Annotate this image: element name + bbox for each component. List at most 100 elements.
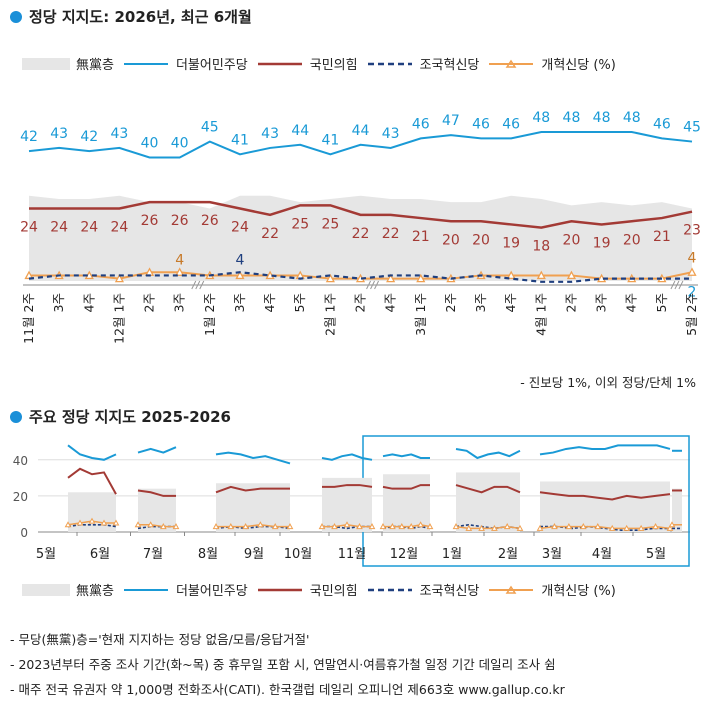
dem-data-label: 40 xyxy=(141,136,159,152)
reform-marker xyxy=(76,519,84,526)
ppp-series-segment xyxy=(382,484,430,490)
axis-break-mark xyxy=(191,280,197,290)
legend2-none-label: 無黨층 xyxy=(76,584,114,599)
dem-data-label: 46 xyxy=(653,116,671,132)
chart2-title-text: 주요 정당 지지도 2025-2026 xyxy=(29,408,231,426)
ppp-series-segment xyxy=(455,484,521,494)
x-month-label: 4월 xyxy=(592,547,612,562)
ppp-data-label: 20 xyxy=(472,232,490,248)
note-line-1: - 무당(無黨)층='현재 지지하는 정당 없음/모름/응답거절' xyxy=(10,632,310,647)
chart1-title-text: 정당 지지도: 2026년, 최근 6개월 xyxy=(29,8,252,26)
x-tick-label: 2주 xyxy=(563,293,578,312)
legend2-line-swatch-reform xyxy=(487,584,535,596)
x-tick-label: 5주 xyxy=(292,293,307,312)
ppp-data-label: 26 xyxy=(141,213,159,229)
reform-marker xyxy=(506,270,516,280)
chart1-legend: 無黨층 더불어민주당 국민의힘 조국혁신당 개혁신당 (%) xyxy=(22,54,712,73)
y-tick-label: 40 xyxy=(13,454,28,468)
reform-marker xyxy=(114,273,124,283)
ppp-series-segment xyxy=(322,484,373,488)
dem-data-label: 40 xyxy=(171,136,189,152)
ppp-data-label: 22 xyxy=(382,226,400,242)
ppp-data-label: 25 xyxy=(321,216,339,232)
ppp-data-label: 25 xyxy=(291,216,309,232)
reform-marker xyxy=(652,523,659,530)
axis-break-mark xyxy=(199,280,205,290)
x-tick-label: 4주 xyxy=(383,293,398,312)
legend-none-label: 無黨층 xyxy=(76,58,114,73)
dem-data-label: 45 xyxy=(201,120,219,136)
legend-fill-swatch xyxy=(22,57,70,70)
reform-marker xyxy=(668,521,676,528)
legend2-dem: 더불어민주당 xyxy=(122,580,248,599)
reform-marker xyxy=(227,523,235,530)
legend2-fill-swatch xyxy=(22,583,70,596)
x-tick-label: 2주 xyxy=(443,293,458,312)
reform-marker xyxy=(407,523,415,530)
reform-marker xyxy=(88,517,96,524)
x-tick-label: 11월 2주 xyxy=(21,293,36,344)
none-party-area xyxy=(29,195,692,281)
dem-series-segment xyxy=(67,444,117,461)
reform-marker xyxy=(257,521,264,528)
x-tick-label: 3월 1주 xyxy=(413,293,428,336)
none-party-band xyxy=(672,488,682,532)
x-month-label: 5월 xyxy=(646,547,666,562)
dem-data-label: 41 xyxy=(321,132,339,148)
reform-marker xyxy=(491,524,498,531)
legend2-rebuild: 조국혁신당 xyxy=(366,580,479,599)
ppp-data-label: 21 xyxy=(412,229,430,245)
dem-series-segment xyxy=(321,453,373,461)
legend2-dem-label: 더불어민주당 xyxy=(175,584,248,599)
dem-series-line xyxy=(28,131,693,159)
reform-last-label: 4 xyxy=(688,250,697,266)
x-tick-label: 5월 2주 xyxy=(684,293,699,336)
bullet-dot-icon xyxy=(10,410,22,423)
chart2-plot: 0 20 40 5월 6월 7월 8월 9월 10월 11월 12월 1월 2월 3월 4월 5월 xyxy=(13,435,690,567)
x-tick-label: 4주 xyxy=(624,293,639,312)
ppp-data-label: 26 xyxy=(201,213,219,229)
x-tick-label: 3주 xyxy=(473,293,488,312)
axis-break-mark xyxy=(674,280,680,290)
axis-break-mark xyxy=(374,280,380,290)
legend-line-swatch-ppp xyxy=(256,58,304,70)
reform-marker xyxy=(565,523,573,530)
dem-data-label: 41 xyxy=(231,132,249,148)
bullet-dot-icon xyxy=(10,10,22,23)
x-tick-label: 3주 xyxy=(594,293,609,312)
reform-marker xyxy=(452,523,460,530)
reform-series-segment xyxy=(539,525,671,530)
dem-data-label: 48 xyxy=(623,110,641,126)
dem-series-segment xyxy=(137,446,177,454)
reform-series-segment xyxy=(216,524,290,528)
x-month-label: 7월 xyxy=(143,547,163,562)
ppp-series-segment xyxy=(539,491,671,501)
dem-data-label: 45 xyxy=(683,120,701,136)
reform-series-segment xyxy=(138,524,176,528)
reform-marker xyxy=(147,521,155,528)
x-tick-label: 5주 xyxy=(654,293,669,312)
chart1-title: 정당 지지도: 2026년, 최근 6개월 xyxy=(10,6,252,27)
reform-marker xyxy=(666,524,674,531)
legend-dem: 더불어민주당 xyxy=(122,54,248,73)
x-tick-label: 2주 xyxy=(142,293,157,312)
x-month-label: 10월 xyxy=(284,547,313,562)
legend-reform-label: 개혁신당 (%) xyxy=(541,58,616,73)
axis-break-mark xyxy=(370,280,376,290)
rebuild-series-line xyxy=(28,271,692,283)
reform-marker xyxy=(64,521,72,528)
reform-marker xyxy=(356,523,363,530)
x-month-label: 12월 xyxy=(390,547,419,562)
ppp-data-label: 20 xyxy=(442,232,460,248)
reform-marker xyxy=(134,521,142,528)
reform-marker xyxy=(212,523,220,530)
none-party-band xyxy=(216,483,290,532)
ppp-data-label: 19 xyxy=(502,235,520,251)
reform-marker xyxy=(175,267,185,276)
x-tick-label: 4주 xyxy=(503,293,518,312)
x-month-label: 6월 xyxy=(90,547,110,562)
x-month-label: 5월 xyxy=(36,547,56,562)
reform-marker xyxy=(478,524,485,531)
dem-data-label: 46 xyxy=(472,116,490,132)
